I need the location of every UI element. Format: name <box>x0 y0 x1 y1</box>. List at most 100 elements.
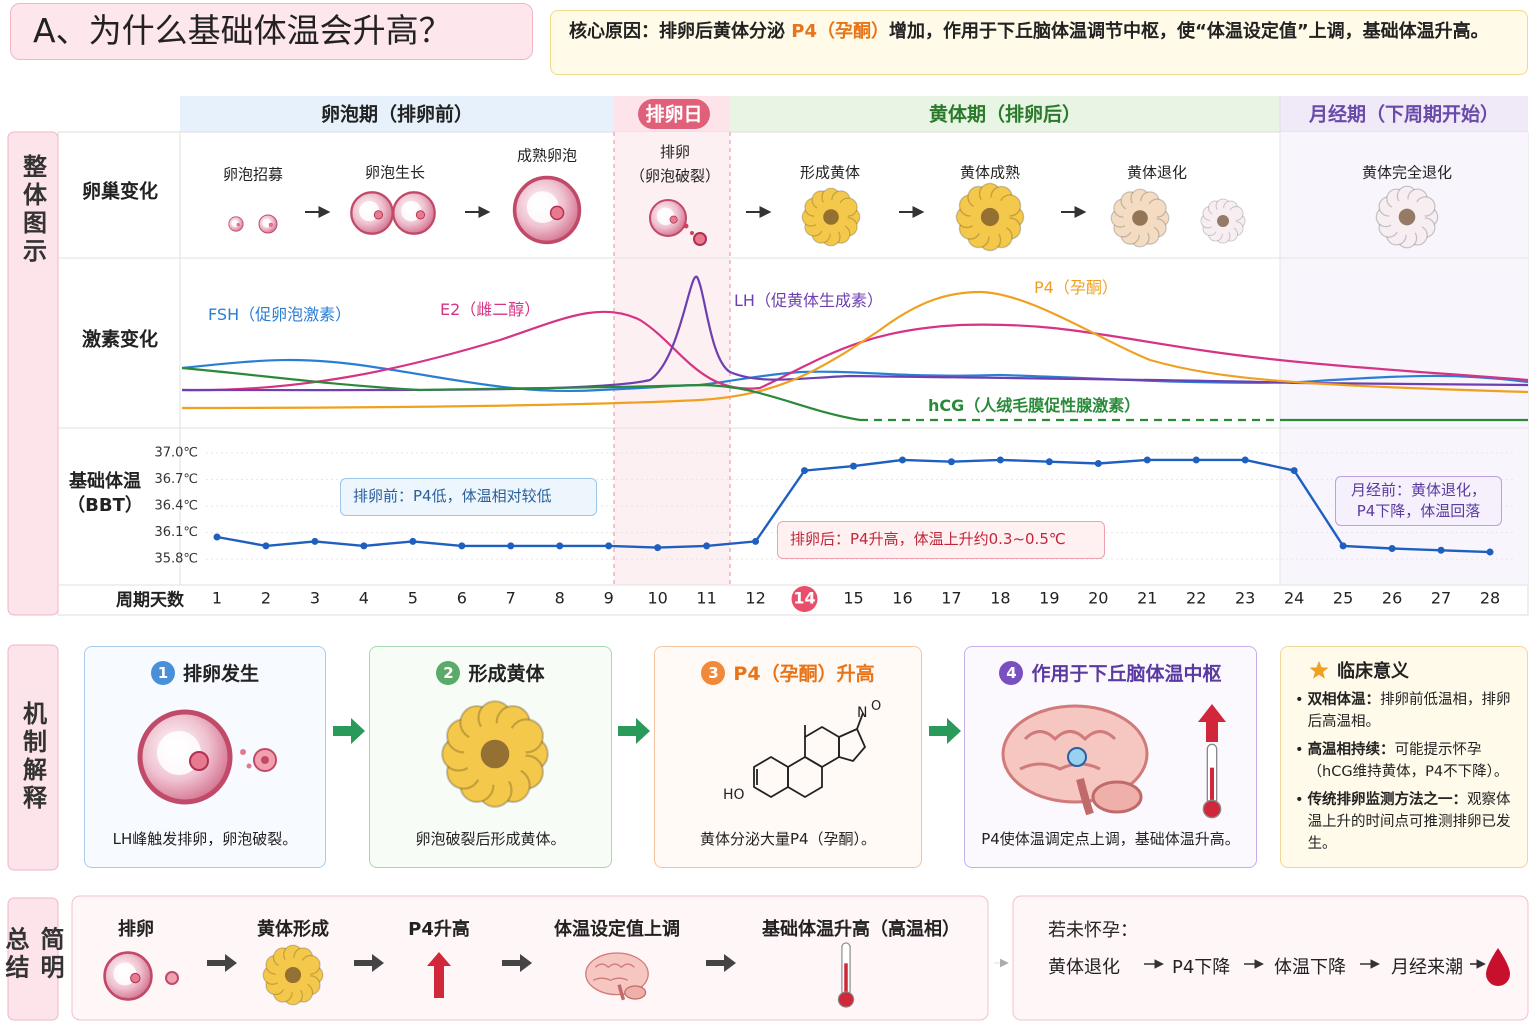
x-tick-label: 25 <box>1333 589 1353 608</box>
bbt-point <box>311 537 319 545</box>
bbt-point <box>1486 548 1494 556</box>
step-icon <box>125 702 277 812</box>
x-tick-label: 24 <box>1284 589 1304 608</box>
y-tick-label: 35.8℃ <box>154 552 198 567</box>
chain-item: 月经来潮 <box>1391 957 1463 978</box>
step-card: 2 形成黄体 卵泡破裂后形成黄体。 <box>369 646 612 868</box>
x-tick-label: 5 <box>408 589 418 608</box>
clinical-item: • 传统排卵监测方法之一：观察体温上升的时间点可推测排卵已发生。 <box>1295 789 1513 855</box>
x-tick-label: 8 <box>555 589 565 608</box>
x-tick-label: 2 <box>261 589 271 608</box>
stage-label: 黄体退化 <box>1126 163 1188 182</box>
x-tick-label: 27 <box>1431 589 1451 608</box>
phase: 黄体期（排卵后） <box>928 103 1082 126</box>
row-label: 基础体温 （BBT） <box>67 471 143 516</box>
clinical-text: 高温相持续：可能提示怀孕（hCG维持黄体，P4不下降）。 <box>1308 739 1513 783</box>
bbt-point <box>1339 542 1347 550</box>
chain-item: 体温下降 <box>1274 957 1346 978</box>
x-tick-label: 12 <box>745 589 765 608</box>
core-label: 核心原因： <box>569 21 659 42</box>
core-text: 增加，作用于下丘脑体温调节中枢，使“体温设定值”上调，基础体温升高。 <box>889 21 1489 42</box>
bbt-point <box>262 542 270 550</box>
hormone-label: FSH（促卵泡激素） <box>208 305 352 324</box>
row-label: 激素变化 <box>81 328 159 351</box>
clinical-item: • 高温相持续：可能提示怀孕（hCG维持黄体，P4不下降）。 <box>1295 739 1513 783</box>
x-tick-label: 17 <box>941 589 961 608</box>
bbt-point <box>1094 459 1102 467</box>
step-num: 2 <box>436 660 461 685</box>
bbt-point <box>605 542 613 550</box>
x-tick-label: 10 <box>647 589 667 608</box>
y-tick-label: 36.4℃ <box>154 499 198 514</box>
step-caption: P4使体温调定点上调，基础体温升高。 <box>981 830 1240 848</box>
section-label: 整体图示 <box>18 154 47 266</box>
row-label: 周期天数 <box>116 590 184 611</box>
bbt-point <box>1045 458 1053 466</box>
y-tick-label: 37.0℃ <box>154 445 198 460</box>
x-tick-label: 21 <box>1137 589 1157 608</box>
summary-step: 基础体温升高（高温相） <box>762 919 960 940</box>
bbt-point <box>898 456 906 464</box>
summary-box <box>1012 895 1529 1021</box>
step-title: 形成黄体 <box>468 663 545 685</box>
bbt-point <box>947 458 955 466</box>
x-tick-label: 18 <box>990 589 1010 608</box>
y-tick-label: 36.7℃ <box>154 472 198 487</box>
core-text: 排卵后黄体分泌 <box>659 21 792 42</box>
title: A、为什么基础体温会升高？ <box>10 3 533 60</box>
step-caption: 卵泡破裂后形成黄体。 <box>415 830 566 848</box>
core-highlight: P4（孕酮） <box>791 21 889 42</box>
clinical-desc: 排卵前低温相，排卵后高温相。 <box>1307 692 1511 730</box>
hormone-curve <box>181 366 861 422</box>
summary-step: P4升高 <box>408 919 470 940</box>
clinical-term: 传统排卵监测方法之一： <box>1307 792 1468 808</box>
phase-bg <box>730 96 1280 132</box>
section-label-bg <box>7 131 59 616</box>
stage-label: 形成黄体 <box>799 163 861 182</box>
step-card: 4 作用于下丘脑体温中枢 P4使体温调定点上调，基础体温升高。 <box>964 646 1257 868</box>
clinical-desc: 观察体温上升的时间点可推测排卵已发生。 <box>1307 792 1511 852</box>
star <box>1309 661 1329 679</box>
step-caption: 黄体分泌大量P4（孕酮）。 <box>699 830 877 848</box>
y-tick-label: 36.1℃ <box>154 525 198 540</box>
bbt-point <box>654 544 662 552</box>
step-card: 3 P4（孕酮）升高 HO N O 黄体分泌大量P4（孕酮）。 <box>654 646 922 868</box>
bbt-point <box>1388 545 1396 553</box>
core-text: 排卵后黄体分泌 P4（孕酮）增加，作用于下丘脑体温调节中枢，使“体温设定值”上调… <box>659 20 1489 65</box>
atom-label: O <box>871 699 882 714</box>
clinical-card: 临床意义 • 双相体温：排卵前低温相，排卵后高温相。 • 高温相持续：可能提示怀孕（h… <box>1280 646 1528 868</box>
stage-label: 卵泡生长 <box>364 163 426 182</box>
bbt-point <box>850 462 857 470</box>
step-caption: LH峰触发排卵，卵泡破裂。 <box>112 830 298 848</box>
x-tick-label: 3 <box>310 589 320 608</box>
clinical-term: 高温相持续： <box>1307 742 1395 758</box>
summary-step: 排卵 <box>118 919 154 940</box>
annotation: 月经前：黄体退化， P4下降，体温回落 <box>1335 476 1502 526</box>
atom-label: N <box>857 705 868 721</box>
bbt-point <box>213 533 221 541</box>
bbt-point <box>1241 456 1249 464</box>
bbt-point <box>703 542 711 550</box>
bbt-point <box>996 456 1004 464</box>
bullet: • <box>1295 692 1304 708</box>
stage-label: 黄体完全退化 <box>1361 163 1453 182</box>
x-tick-label: 22 <box>1186 589 1206 608</box>
step-arrows <box>333 718 961 744</box>
x-tick-label: 1 <box>212 589 222 608</box>
phase-bg <box>1280 96 1528 132</box>
x-tick-label: 11 <box>696 589 716 608</box>
step-num: 4 <box>999 660 1024 685</box>
chain-item: 黄体退化 <box>1048 957 1120 978</box>
hormone-curve <box>181 290 1529 410</box>
phase: 排卵日 <box>645 103 703 126</box>
clinical-item: • 双相体温：排卵前低温相，排卵后高温相。 <box>1295 689 1513 733</box>
x-tick-label: 28 <box>1480 589 1500 608</box>
bbt-point <box>458 542 466 550</box>
x-tick-label: 15 <box>843 589 863 608</box>
x-tick-label: 4 <box>359 589 369 608</box>
summary-subtitle: 若未怀孕： <box>1048 920 1138 941</box>
step-title: P4（孕酮）升高 <box>733 663 875 685</box>
bbt-point <box>360 542 368 550</box>
